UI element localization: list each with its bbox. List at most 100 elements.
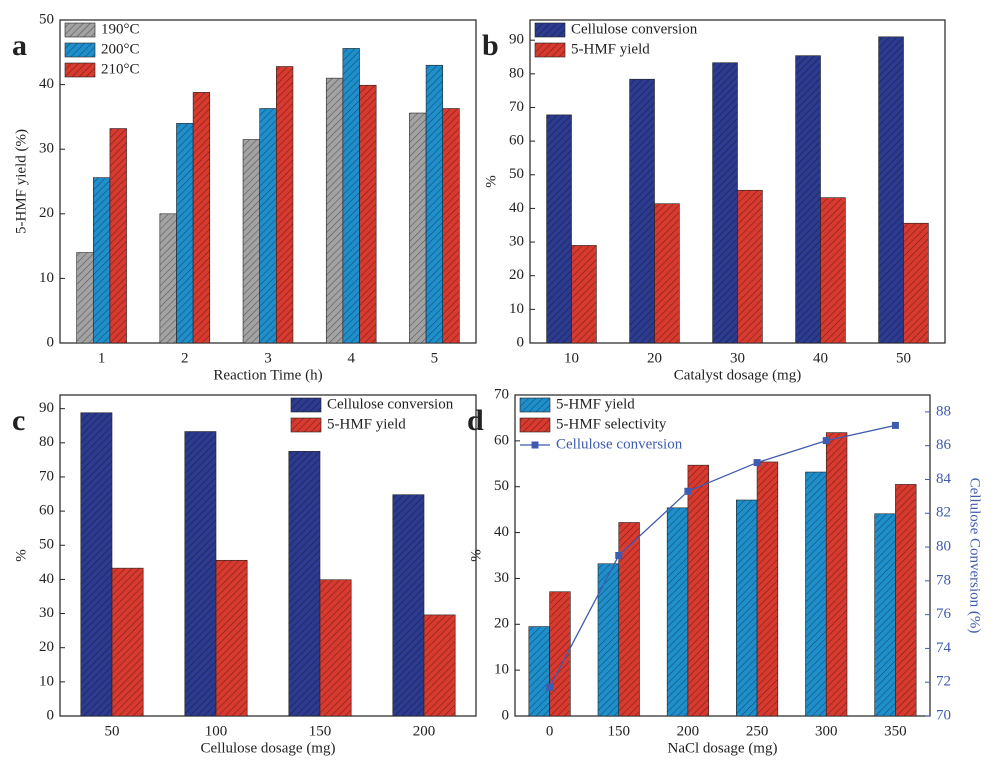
- y-tick-label: 40: [39, 571, 54, 587]
- bar: [618, 522, 640, 717]
- bar: [597, 563, 620, 717]
- bar: [737, 189, 763, 344]
- bar: [276, 66, 294, 344]
- bar: [80, 412, 113, 717]
- bar: [76, 252, 94, 344]
- y2-tick-label: 70: [936, 707, 951, 723]
- bar: [242, 139, 260, 344]
- bar: [805, 471, 827, 717]
- y-tick-label: 0: [502, 707, 510, 723]
- y-tick-label: 10: [494, 662, 509, 678]
- x-tick-label: 10: [564, 350, 579, 366]
- bar: [874, 513, 896, 717]
- y-tick-label: 30: [494, 570, 509, 586]
- x-tick-label: 20: [647, 350, 662, 366]
- y-tick-label: 70: [39, 468, 54, 484]
- bar: [712, 62, 738, 344]
- legend-swatch: [519, 397, 551, 413]
- legend-swatch: [290, 417, 322, 433]
- x-tick-label: 150: [309, 723, 332, 739]
- y-tick-label: 40: [494, 524, 509, 540]
- bar: [192, 92, 211, 344]
- y-tick-label: 50: [39, 537, 54, 553]
- x-tick-label: 200: [677, 723, 700, 739]
- bar: [895, 484, 917, 717]
- y-tick-label: 10: [509, 301, 524, 317]
- plot-frame: [59, 394, 477, 717]
- y-tick-label: 20: [494, 616, 509, 632]
- bar: [215, 559, 248, 717]
- legend-marker: [531, 441, 539, 449]
- bar: [820, 197, 846, 344]
- bar: [259, 108, 277, 344]
- legend-label: Cellulose conversion: [556, 436, 683, 452]
- y-tick-label: 60: [509, 133, 524, 149]
- line-marker: [684, 487, 692, 495]
- legend-swatch: [534, 42, 566, 58]
- y2-tick-label: 88: [936, 403, 951, 419]
- legend-swatch: [64, 42, 96, 58]
- legend-label: Cellulose conversion: [571, 21, 698, 37]
- y2-tick-label: 80: [936, 538, 951, 554]
- y-tick-label: 20: [39, 639, 54, 655]
- bar: [571, 245, 597, 344]
- legend-label: 190°C: [101, 21, 140, 37]
- bar: [442, 108, 460, 344]
- legend-label: 5-HMF selectivity: [556, 416, 667, 432]
- y2-tick-label: 82: [936, 505, 951, 521]
- line-marker: [615, 552, 623, 559]
- bar: [359, 84, 377, 344]
- bar: [176, 123, 194, 344]
- y-tick-label: 80: [39, 434, 54, 450]
- y-tick-label: 10: [39, 270, 54, 286]
- y2-tick-label: 72: [936, 674, 951, 690]
- y-axis-title: %: [13, 549, 29, 562]
- bar: [392, 494, 425, 717]
- x-tick-label: 40: [813, 350, 828, 366]
- x-tick-label: 150: [608, 723, 631, 739]
- y-tick-label: 50: [509, 166, 524, 182]
- y-tick-label: 0: [517, 334, 525, 350]
- legend-swatch: [290, 397, 322, 413]
- x-tick-label: 5: [431, 350, 439, 366]
- x-tick-label: 4: [347, 350, 355, 366]
- bar: [184, 431, 217, 717]
- bar: [756, 461, 779, 717]
- legend-label: 5-HMF yield: [556, 396, 635, 412]
- series-line: [549, 424, 896, 688]
- y-tick-label: 70: [494, 386, 509, 402]
- panel-label: b: [482, 29, 499, 62]
- bar: [109, 128, 127, 344]
- bar: [425, 64, 444, 344]
- bar: [423, 614, 456, 717]
- y-tick-label: 60: [39, 503, 54, 519]
- y-tick-label: 30: [39, 605, 54, 621]
- bar: [549, 591, 571, 717]
- bar: [288, 451, 321, 717]
- bar: [825, 432, 848, 717]
- y-tick-label: 0: [47, 334, 55, 350]
- panel-label: a: [12, 29, 27, 62]
- y-tick-label: 0: [47, 707, 55, 723]
- x-tick-label: 0: [546, 723, 554, 739]
- plot-frame: [514, 394, 931, 717]
- y-tick-label: 70: [509, 99, 524, 115]
- bar: [111, 567, 144, 717]
- x-tick-label: 300: [815, 723, 838, 739]
- bar: [687, 464, 709, 717]
- line-marker: [822, 437, 830, 445]
- y-tick-label: 50: [39, 11, 54, 27]
- x-axis-title: Reaction Time (h): [213, 367, 322, 383]
- x-tick-label: 250: [746, 723, 769, 739]
- x-tick-label: 100: [205, 723, 228, 739]
- line-marker: [753, 459, 761, 467]
- x-tick-label: 2: [181, 350, 189, 366]
- line-marker: [891, 421, 899, 429]
- y-tick-label: 40: [39, 76, 54, 92]
- bar: [409, 112, 427, 344]
- y-tick-label: 90: [509, 32, 524, 48]
- y2-tick-label: 74: [936, 640, 952, 656]
- y-tick-label: 30: [39, 141, 54, 157]
- y-tick-label: 80: [509, 65, 524, 81]
